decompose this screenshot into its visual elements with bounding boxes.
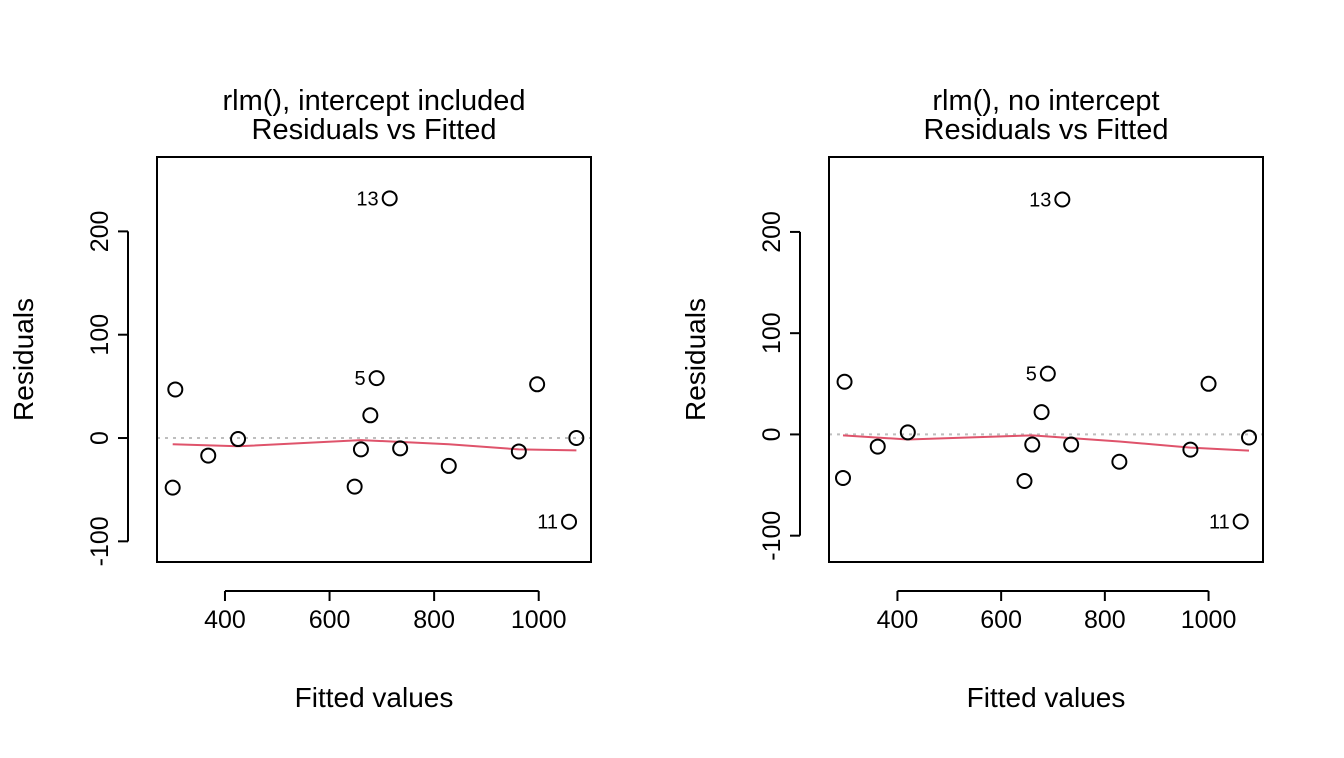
- plot-frame: [828, 156, 1264, 563]
- y-tick-label: 0: [86, 431, 114, 445]
- x-tick-label: 1000: [1181, 606, 1237, 634]
- data-point: [510, 443, 527, 460]
- data-point: [1024, 436, 1041, 453]
- data-point: [1016, 473, 1033, 489]
- data-point: [1033, 404, 1050, 421]
- data-point: [1241, 429, 1257, 446]
- data-point: [362, 407, 379, 424]
- chart-title-line-2: Residuals vs Fitted: [924, 114, 1169, 146]
- y-tick-label: -100: [758, 511, 786, 561]
- y-tick-label: 100: [86, 314, 114, 356]
- data-point: [230, 431, 247, 448]
- data-point: [368, 370, 385, 387]
- data-point: [561, 513, 578, 530]
- point-label: 11: [537, 512, 558, 534]
- x-tick-label: 800: [413, 606, 455, 634]
- y-tick-label: 100: [758, 312, 786, 354]
- data-point: [200, 447, 217, 464]
- data-point: [164, 479, 181, 496]
- data-point: [1054, 191, 1071, 208]
- point-label: 5: [354, 368, 365, 390]
- x-tick-label: 400: [877, 606, 919, 634]
- x-tick-label: 800: [1084, 606, 1126, 634]
- y-tick-label: 200: [758, 211, 786, 253]
- data-point: [835, 469, 851, 486]
- data-point: [899, 424, 916, 441]
- y-axis-label: Residuals: [680, 298, 711, 421]
- x-tick-label: 1000: [511, 606, 567, 634]
- data-point: [346, 478, 363, 495]
- data-point: [1200, 375, 1217, 392]
- x-tick-label: 600: [309, 606, 351, 634]
- plot-frame: [156, 156, 592, 563]
- data-point: [1111, 453, 1128, 470]
- point-label: 13: [356, 188, 378, 210]
- data-point: [836, 373, 853, 390]
- data-point: [392, 440, 409, 457]
- data-point: [568, 430, 585, 447]
- x-tick-label: 400: [204, 606, 246, 634]
- x-tick-label: 600: [980, 606, 1022, 634]
- data-point: [1039, 365, 1056, 382]
- data-point: [381, 190, 398, 207]
- chart-title-line-1: rlm(), intercept included: [223, 85, 526, 117]
- data-point: [1232, 513, 1249, 530]
- x-axis-label: Fitted values: [295, 682, 454, 713]
- chart-title-line-2: Residuals vs Fitted: [252, 114, 497, 146]
- point-label: 11: [1209, 512, 1230, 534]
- data-point: [440, 457, 457, 474]
- point-label: 13: [1029, 190, 1051, 212]
- x-axis-label: Fitted values: [967, 682, 1126, 713]
- data-point: [529, 376, 546, 393]
- chart-title-line-1: rlm(), no intercept: [932, 85, 1159, 117]
- data-point: [167, 381, 184, 398]
- y-tick-label: 200: [86, 211, 114, 253]
- point-label: 5: [1026, 364, 1037, 386]
- y-tick-label: -100: [86, 516, 114, 566]
- data-point: [1182, 441, 1199, 458]
- data-point: [1063, 436, 1080, 453]
- data-point: [869, 438, 886, 455]
- data-point: [352, 441, 369, 458]
- y-tick-label: 0: [758, 427, 786, 441]
- y-axis-label: Residuals: [8, 298, 39, 421]
